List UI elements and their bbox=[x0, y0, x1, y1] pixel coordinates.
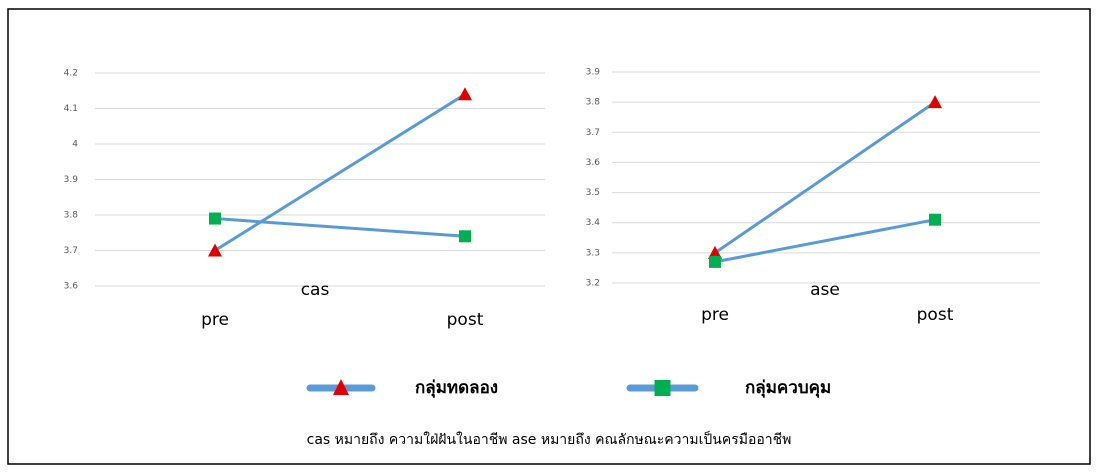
y-tick-label: 4 bbox=[72, 140, 78, 150]
x-tick-label: pre bbox=[701, 305, 729, 325]
data-point bbox=[208, 243, 222, 257]
data-point bbox=[459, 230, 471, 243]
y-tick-label: 3.2 bbox=[586, 279, 600, 289]
data-point bbox=[708, 245, 722, 259]
y-tick-label: 4.2 bbox=[64, 69, 78, 79]
y-tick-label: 4.1 bbox=[64, 104, 78, 114]
y-tick-label: 3.6 bbox=[64, 282, 79, 292]
x-tick-label: post bbox=[447, 310, 484, 330]
data-point bbox=[929, 213, 941, 226]
note: cas หมายถึง ความใฝ่ฝันในอาชีพ ase หมายถึ… bbox=[307, 430, 792, 448]
series-line bbox=[714, 100, 936, 255]
series-line bbox=[214, 93, 466, 252]
x-tick-label: post bbox=[917, 305, 954, 325]
y-tick-label: 3.7 bbox=[586, 128, 600, 138]
legend-label: กลุ่มทดลอง bbox=[415, 378, 498, 398]
chart-title: cas bbox=[301, 280, 330, 300]
series-line bbox=[214, 217, 466, 238]
data-point bbox=[709, 255, 721, 268]
y-tick-label: 3.9 bbox=[586, 68, 601, 78]
data-point bbox=[209, 212, 221, 225]
y-tick-label: 3.8 bbox=[64, 211, 79, 221]
y-tick-label: 3.7 bbox=[64, 246, 78, 256]
y-tick-label: 3.8 bbox=[586, 98, 601, 108]
data-point bbox=[928, 95, 942, 109]
x-tick-label: pre bbox=[201, 310, 229, 330]
frame bbox=[7, 8, 1091, 465]
chart-title: ase bbox=[810, 280, 840, 300]
series-line bbox=[714, 218, 936, 264]
data-point bbox=[458, 87, 472, 101]
legend-marker bbox=[654, 380, 671, 396]
y-tick-label: 3.5 bbox=[586, 188, 600, 198]
legend-label: กลุ่มควบคุม bbox=[745, 378, 831, 398]
y-tick-label: 3.9 bbox=[64, 175, 79, 185]
y-tick-label: 3.4 bbox=[586, 218, 601, 228]
legend-marker bbox=[333, 379, 349, 395]
y-tick-label: 3.3 bbox=[586, 248, 600, 258]
y-tick-label: 3.6 bbox=[586, 158, 601, 168]
